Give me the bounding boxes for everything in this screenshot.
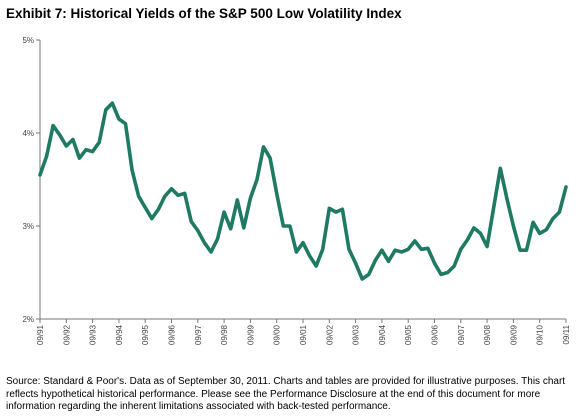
x-tick-label: 09/95 — [141, 324, 150, 345]
x-tick-label: 09/09 — [509, 324, 518, 345]
x-tick-label: 09/00 — [273, 324, 282, 345]
x-tick-label: 09/93 — [89, 324, 98, 345]
x-tick-label: 09/08 — [483, 324, 492, 345]
x-tick-label: 09/04 — [378, 324, 387, 345]
footnote: Source: Standard & Poor's. Data as of Se… — [6, 376, 566, 412]
x-ticks: 09/91 09/92 09/93 09/94 09/95 09/96 09/97 09/98… — [36, 319, 571, 345]
chart-axes — [39, 40, 566, 320]
x-tick-label: 09/99 — [246, 324, 255, 345]
x-tick-label: 09/98 — [220, 324, 229, 345]
x-tick-label: 09/92 — [62, 324, 71, 345]
x-tick-label: 09/91 — [36, 324, 45, 345]
y-tick-label: 5% — [22, 36, 34, 45]
y-tick-label: 2% — [22, 315, 34, 324]
y-ticks: 5% 4% 3% 2% — [22, 36, 40, 324]
x-tick-label: 09/94 — [115, 324, 124, 345]
chart-title: Exhibit 7: Historical Yields of the S&P … — [6, 6, 402, 21]
x-tick-label: 09/03 — [352, 324, 361, 345]
x-tick-label: 09/97 — [194, 324, 203, 345]
y-tick-label: 4% — [22, 129, 34, 138]
y-tick-label: 3% — [22, 222, 34, 231]
x-tick-label: 09/10 — [536, 324, 545, 345]
x-tick-label: 09/06 — [431, 324, 440, 345]
x-tick-label: 09/02 — [325, 324, 334, 345]
x-tick-label: 09/01 — [299, 324, 308, 345]
x-tick-label: 09/11 — [562, 324, 571, 344]
x-tick-label: 09/05 — [404, 324, 413, 345]
x-tick-label: 09/96 — [168, 324, 177, 345]
series-line — [38, 101, 568, 281]
x-tick-label: 09/07 — [457, 324, 466, 345]
